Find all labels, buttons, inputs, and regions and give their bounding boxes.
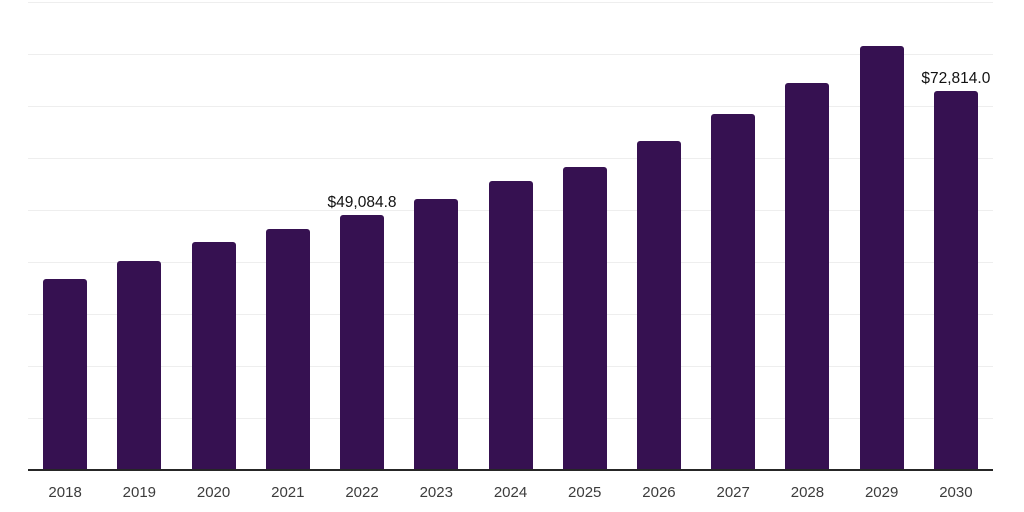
bar-2020 [192,242,236,470]
x-tick-2019: 2019 [122,484,157,501]
bar-2026 [637,141,681,470]
x-tick-2020: 2020 [196,484,231,501]
value-label-2030: $72,814.0 [921,70,991,87]
bar-2023 [414,199,458,470]
bar-2028 [785,83,829,470]
x-tick-2030: 2030 [939,484,973,501]
x-tick-2027: 2027 [716,484,750,501]
bar-2021 [266,229,310,470]
bar-2027 [711,114,755,470]
x-tick-2029: 2029 [864,484,899,501]
bar-2018 [43,279,87,470]
gridline-60000 [28,158,993,159]
x-tick-2023: 2023 [419,484,453,501]
bar-2029 [860,46,904,470]
x-tick-2028: 2028 [790,484,825,501]
bar-2025 [563,167,607,470]
x-tick-2022: 2022 [345,484,379,501]
x-tick-2021: 2021 [271,484,305,501]
gridline-90000 [28,2,993,3]
x-axis-line [28,469,993,471]
gridline-70000 [28,106,993,107]
x-tick-2025: 2025 [568,484,602,501]
bar-2019 [117,261,161,470]
bar-2024 [489,181,533,470]
bar-2022 [340,215,384,470]
x-tick-2018: 2018 [48,484,82,501]
x-tick-2026: 2026 [642,484,676,501]
gridline-80000 [28,54,993,55]
bar-2030 [934,91,978,470]
x-tick-2024: 2024 [493,484,528,501]
value-label-2022: $49,084.8 [327,194,397,211]
